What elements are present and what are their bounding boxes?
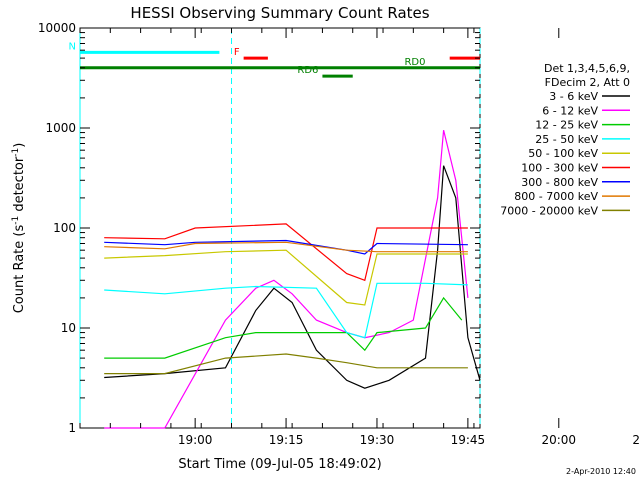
legend-entry-label: 12 - 25 keV <box>535 119 598 132</box>
x-axis-label: Start Time (09-Jul-05 18:49:02) <box>178 457 381 472</box>
legend-entry-label: 6 - 12 keV <box>542 104 598 117</box>
y-axis-label-mid: detector <box>12 156 27 216</box>
legend-header-line-1: Det 1,3,4,5,6,9, <box>544 62 630 75</box>
x-tick-label: 19:45 <box>451 433 486 447</box>
y-axis-label-sup1: -1 <box>11 216 21 225</box>
y-axis-label: Count Rate (s-1 detector-1) <box>11 143 27 314</box>
legend-entry-label: 50 - 100 keV <box>528 147 598 160</box>
x-tick-label: 20:15 <box>632 433 640 447</box>
series-line <box>104 130 469 429</box>
series-line <box>104 296 463 359</box>
y-tick-label: 100 <box>53 221 76 235</box>
legend-entry-label: 300 - 800 keV <box>521 176 598 189</box>
x-tick-label: 20:00 <box>541 433 576 447</box>
series-line <box>104 282 468 339</box>
series-line <box>104 241 468 253</box>
legend-header-line-2: FDecim 2, Att 0 <box>545 76 630 89</box>
y-tick-label: 1000 <box>45 121 76 135</box>
flag-label: F <box>234 47 240 58</box>
legend-entry-label: 800 - 7000 keV <box>514 190 598 203</box>
chart-title: HESSI Observing Summary Count Rates <box>130 4 429 22</box>
legend-entry-label: 25 - 50 keV <box>535 133 598 146</box>
legend: Det 1,3,4,5,6,9, FDecim 2, Att 0 3 - 6 k… <box>500 62 630 217</box>
y-tick-label: 10000 <box>38 21 76 35</box>
flag-label: RD0 <box>404 57 425 68</box>
series-line <box>104 239 468 255</box>
legend-entry-label: 100 - 300 keV <box>521 162 598 175</box>
series-line <box>104 223 468 282</box>
series-line <box>104 249 468 306</box>
y-tick-label: 10 <box>61 321 76 335</box>
series-line <box>104 165 481 389</box>
y-axis-label-end: ) <box>12 143 27 148</box>
y-axis-label-sup2: -1 <box>11 148 21 157</box>
legend-entry-label: 3 - 6 keV <box>549 90 598 103</box>
flag-label: RD6 <box>297 65 318 76</box>
legend-entry-label: 7000 - 20000 keV <box>500 204 598 217</box>
flag-label: N <box>69 41 76 52</box>
x-tick-label: 19:30 <box>360 433 395 447</box>
x-tick-label: 19:00 <box>178 433 213 447</box>
series-line <box>104 353 468 375</box>
footer-date: 2-Apr-2010 12:40 <box>566 467 636 476</box>
y-tick-label: 1 <box>68 421 76 435</box>
x-tick-label: 19:15 <box>269 433 304 447</box>
y-axis-label-main: Count Rate (s <box>12 225 27 314</box>
